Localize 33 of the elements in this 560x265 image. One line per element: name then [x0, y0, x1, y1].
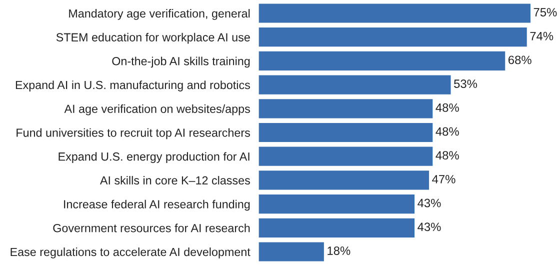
data-label: 47%: [432, 175, 456, 184]
data-label: 68%: [508, 56, 532, 64]
y-tick-label: Expand AI in U.S. manufacturing and robotics: [16, 80, 250, 92]
data-label: 43%: [418, 198, 441, 208]
y-tick-label: Government resources for AI research: [53, 224, 250, 232]
bar: [258, 4, 530, 23]
data-label: 43%: [418, 222, 441, 232]
data-label: 53%: [454, 80, 478, 88]
bar: [258, 218, 415, 238]
y-tick-label: STEM education for workplace AI use: [56, 32, 250, 44]
y-tick-label: Mandatory age verification, general: [69, 9, 250, 20]
bar: [258, 122, 433, 142]
data-label: 18%: [328, 246, 350, 255]
data-label: 75%: [534, 8, 557, 16]
bar: [258, 242, 324, 262]
bar: [258, 170, 430, 190]
bar: [258, 51, 506, 70]
data-label: 48%: [436, 103, 459, 112]
y-tick-label: Ease regulations to accelerate AI development: [10, 248, 250, 258]
data-label: 48%: [436, 127, 459, 136]
bar: [258, 99, 433, 118]
data-label: 74%: [530, 32, 554, 40]
y-tick-label: Fund universities to recruit top AI researchers: [16, 128, 250, 140]
bar: [258, 146, 433, 166]
y-tick-label: Increase federal AI research funding: [64, 200, 250, 211]
data-label: 48%: [436, 151, 459, 160]
bar: [258, 75, 451, 94]
y-tick-label: Expand U.S. energy production for AI: [58, 152, 250, 163]
bar: [258, 194, 415, 214]
bar: [258, 28, 527, 47]
y-tick-label: AI age verification on websites/apps: [64, 104, 250, 116]
y-tick-label: AI skills in core K–12 classes: [100, 176, 250, 185]
y-tick-label: On-the-job AI skills training: [112, 56, 250, 68]
